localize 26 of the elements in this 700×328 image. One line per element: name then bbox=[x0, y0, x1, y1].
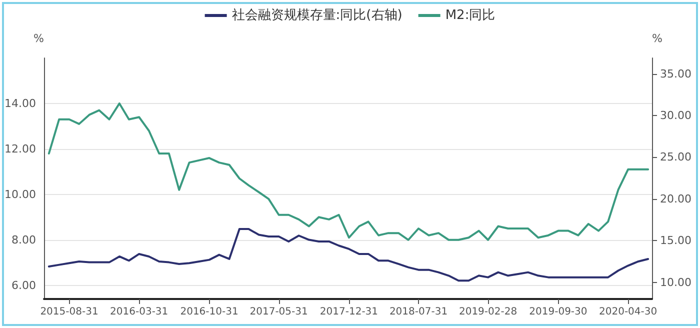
y-axis-title: % bbox=[34, 32, 44, 45]
y2-axis-title: % bbox=[652, 32, 662, 45]
line-series bbox=[48, 102, 650, 241]
legend-label: 社会融资规模存量:同比(右轴) bbox=[232, 8, 402, 23]
x-tick-label: 2020-04-30 bbox=[599, 306, 658, 318]
y2-tick-label: 10.00 bbox=[660, 276, 692, 289]
x-tick-label: 2015-08-31 bbox=[40, 306, 98, 318]
y2-tick-label: 25.00 bbox=[660, 150, 692, 164]
x-tick-label: 2019-02-28 bbox=[458, 306, 518, 318]
y-tick-label: 14.00 bbox=[4, 96, 36, 110]
y-tick-label: 12.00 bbox=[4, 142, 36, 156]
x-tick-label: 2018-07-31 bbox=[389, 306, 448, 318]
y2-tick-label: 20.00 bbox=[660, 192, 692, 206]
y-tick-label: 8.00 bbox=[12, 233, 36, 246]
legend-label: M2:同比 bbox=[445, 8, 496, 23]
y-tick-label: 6.00 bbox=[12, 278, 36, 292]
x-tick-label: 2019-09-30 bbox=[529, 306, 588, 318]
y-tick-label: 10.00 bbox=[4, 188, 36, 201]
x-tick-label: 2017-12-31 bbox=[320, 306, 378, 318]
x-tick-label: 2017-05-31 bbox=[250, 306, 308, 318]
y2-tick-label: 15.00 bbox=[660, 234, 692, 248]
y2-tick-label: 30.00 bbox=[660, 109, 692, 122]
line-series bbox=[48, 228, 650, 282]
y2-tick-label: 35.00 bbox=[660, 67, 692, 80]
x-tick-label: 2016-03-31 bbox=[110, 306, 168, 318]
x-tick-label: 2016-10-31 bbox=[180, 306, 238, 318]
